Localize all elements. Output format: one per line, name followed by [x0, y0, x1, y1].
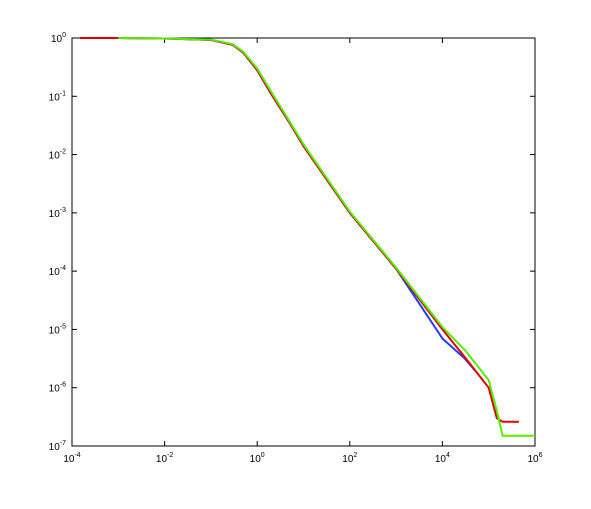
plot-frame	[71, 37, 536, 447]
x-tick-label: 10-4	[63, 452, 80, 465]
y-tick-label: 10-7	[49, 440, 66, 453]
x-tick-label: 106	[527, 452, 542, 465]
series-line	[118, 37, 535, 437]
x-tick-label: 100	[250, 452, 265, 465]
y-tick-label: 100	[51, 32, 66, 45]
y-tick-label: 10-1	[49, 90, 66, 103]
y-tick-label: 10-4	[49, 265, 66, 278]
y-tick-label: 10-2	[49, 149, 66, 162]
x-tick-label: 10-2	[156, 452, 173, 465]
y-tick-label: 10-3	[49, 207, 66, 220]
x-tick-label: 102	[342, 452, 357, 465]
x-tick-label: 104	[435, 452, 450, 465]
y-tick-label: 10-5	[49, 323, 66, 336]
y-tick-label: 10-6	[49, 382, 66, 395]
